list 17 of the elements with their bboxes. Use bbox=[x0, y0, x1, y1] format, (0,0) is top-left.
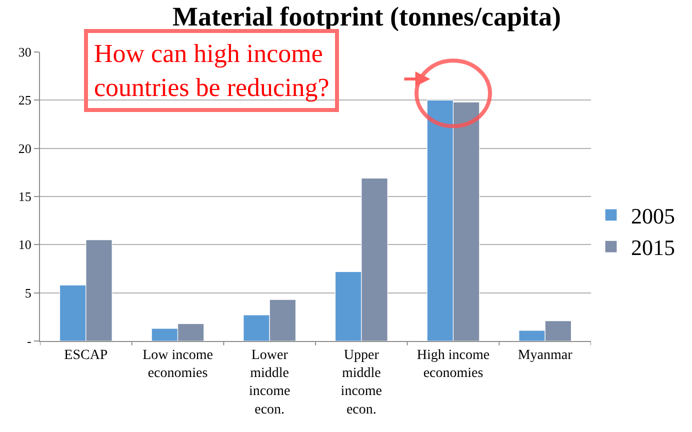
y-tick-label: 25 bbox=[18, 92, 32, 108]
legend-label: 2015 bbox=[631, 235, 675, 260]
x-tick-label: Myanmar bbox=[518, 348, 573, 363]
x-tick-label: Lower middle income econ. bbox=[248, 348, 290, 418]
y-tick-label: 30 bbox=[18, 44, 32, 60]
y-tick-label: 5 bbox=[24, 285, 32, 300]
annotation: How can high income countries be reducing? bbox=[94, 39, 330, 102]
y-tick-label: 10 bbox=[18, 237, 32, 252]
x-tick-label: ESCAP bbox=[64, 348, 108, 363]
x-tick-label: High income economies bbox=[416, 348, 490, 381]
y-tick-label: 20 bbox=[18, 140, 32, 156]
legend-label: 2005 bbox=[631, 204, 675, 229]
chart-title: Material footprint (tonnes/capita) bbox=[172, 1, 561, 32]
y-tick-label: 15 bbox=[18, 189, 32, 204]
x-tick-label: Upper middle income econ. bbox=[340, 348, 382, 418]
x-tick-label: Low income economies bbox=[142, 348, 213, 381]
y-tick-label: - bbox=[27, 334, 32, 349]
